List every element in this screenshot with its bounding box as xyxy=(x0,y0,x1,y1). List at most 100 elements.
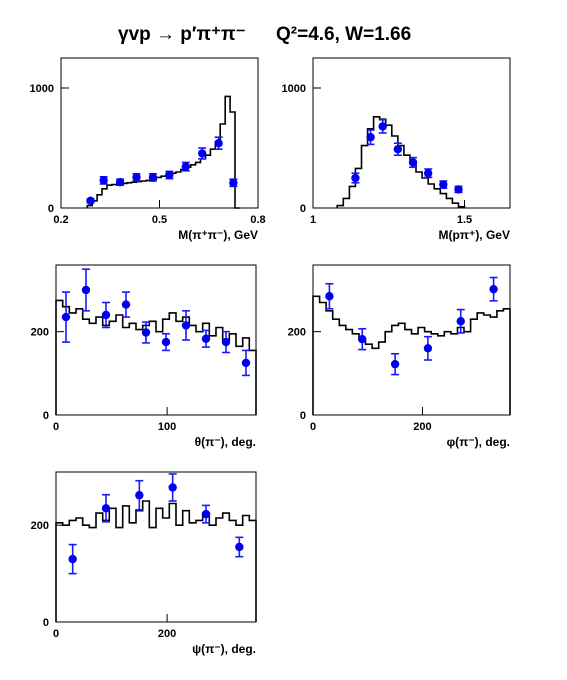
data-marker xyxy=(201,334,211,343)
data-point xyxy=(393,142,403,156)
x-axis-label: M(pπ⁺), GeV xyxy=(438,228,510,242)
data-point xyxy=(221,330,231,354)
data-point xyxy=(101,301,111,329)
data-point xyxy=(241,349,251,377)
data-point xyxy=(201,504,211,524)
data-point xyxy=(68,543,77,575)
data-point xyxy=(197,147,207,160)
x-axis-label: θ(π⁻), deg. xyxy=(195,435,256,449)
y-tick-label: 1000 xyxy=(30,83,54,95)
data-point xyxy=(235,536,244,558)
data-marker xyxy=(221,337,231,347)
data-point xyxy=(61,291,71,343)
data-marker xyxy=(366,133,375,142)
data-point xyxy=(121,291,131,318)
y-tick-label: 0 xyxy=(300,203,306,215)
data-marker xyxy=(181,321,191,330)
y-tick-label: 0 xyxy=(300,410,306,422)
x-tick-label: 100 xyxy=(158,421,176,433)
data-marker xyxy=(141,328,151,337)
data-point xyxy=(181,310,191,341)
data-marker xyxy=(68,554,77,564)
data-point xyxy=(378,119,387,134)
data-point xyxy=(358,327,367,351)
data-marker xyxy=(201,509,211,519)
chart-panel-4: 0 200 0 200 φ(π⁻), deg. xyxy=(288,264,511,449)
data-point xyxy=(325,282,334,310)
data-marker xyxy=(423,169,433,178)
chart-panel-3: 0 100 0 200 θ(π⁻), deg. xyxy=(31,264,257,449)
chart-panel-5: 0 200 0 200 ψ(π⁻), deg. xyxy=(31,471,257,656)
y-tick-label: 1000 xyxy=(282,83,306,95)
data-marker xyxy=(181,162,190,171)
data-point xyxy=(229,178,238,188)
x-axis-label: φ(π⁻), deg. xyxy=(447,435,510,449)
data-marker xyxy=(115,178,125,187)
y-tick-label: 0 xyxy=(43,410,49,422)
data-marker xyxy=(165,170,174,180)
mc-histogram xyxy=(336,116,466,208)
data-point xyxy=(408,156,418,168)
data-point xyxy=(181,161,190,172)
y-tick-label: 200 xyxy=(288,327,306,339)
data-point xyxy=(366,129,375,146)
data-marker xyxy=(325,292,334,301)
data-point xyxy=(101,493,111,523)
data-marker xyxy=(148,173,158,182)
data-marker xyxy=(351,173,360,183)
y-tick-label: 200 xyxy=(31,520,49,532)
mc-histogram xyxy=(86,95,240,209)
mc-histogram xyxy=(312,295,511,415)
data-point xyxy=(86,196,95,205)
data-marker xyxy=(235,542,244,552)
x-tick-label: 0 xyxy=(53,628,59,640)
data-point xyxy=(148,173,158,182)
data-point xyxy=(423,168,433,179)
data-marker xyxy=(378,122,387,131)
plot-frame xyxy=(312,57,511,209)
data-marker xyxy=(99,176,108,185)
kinematics-title: Q²=4.6, W=1.66 xyxy=(276,24,411,45)
data-point xyxy=(390,352,400,376)
data-marker xyxy=(61,312,71,322)
data-point xyxy=(351,172,360,184)
x-tick-label: 200 xyxy=(158,628,176,640)
data-marker xyxy=(393,145,403,154)
data-marker xyxy=(439,180,448,189)
data-marker xyxy=(81,285,91,295)
x-axis-label: M(π⁺π⁻), GeV xyxy=(178,228,258,242)
data-point xyxy=(439,180,448,189)
data-point xyxy=(168,473,177,502)
reaction-title: γvp → p′π⁺π⁻ xyxy=(118,24,246,45)
data-marker xyxy=(241,358,251,368)
x-tick-label: 0 xyxy=(53,421,59,433)
x-tick-label: 0 xyxy=(310,421,316,433)
data-marker xyxy=(121,300,131,309)
data-point xyxy=(81,268,91,312)
data-marker xyxy=(358,334,367,344)
plot-frame xyxy=(55,471,257,623)
x-axis-label: ψ(π⁻), deg. xyxy=(192,642,256,656)
data-point xyxy=(161,332,171,352)
data-point xyxy=(214,136,223,150)
data-point xyxy=(454,185,463,194)
data-marker xyxy=(86,196,95,205)
data-point xyxy=(456,308,465,334)
mc-histogram xyxy=(55,500,257,622)
y-tick-label: 200 xyxy=(31,327,49,339)
data-marker xyxy=(101,310,111,320)
data-marker xyxy=(161,337,171,347)
x-tick-label: 0.2 xyxy=(53,214,68,226)
plot-frame xyxy=(60,57,259,209)
data-marker xyxy=(101,504,111,513)
data-marker xyxy=(456,317,465,326)
data-marker xyxy=(168,483,177,492)
plot-frame xyxy=(312,264,511,416)
mc-histogram xyxy=(55,299,257,415)
y-tick-label: 0 xyxy=(48,203,54,215)
data-marker xyxy=(132,173,141,182)
y-tick-label: 0 xyxy=(43,617,49,629)
data-marker xyxy=(408,158,418,167)
